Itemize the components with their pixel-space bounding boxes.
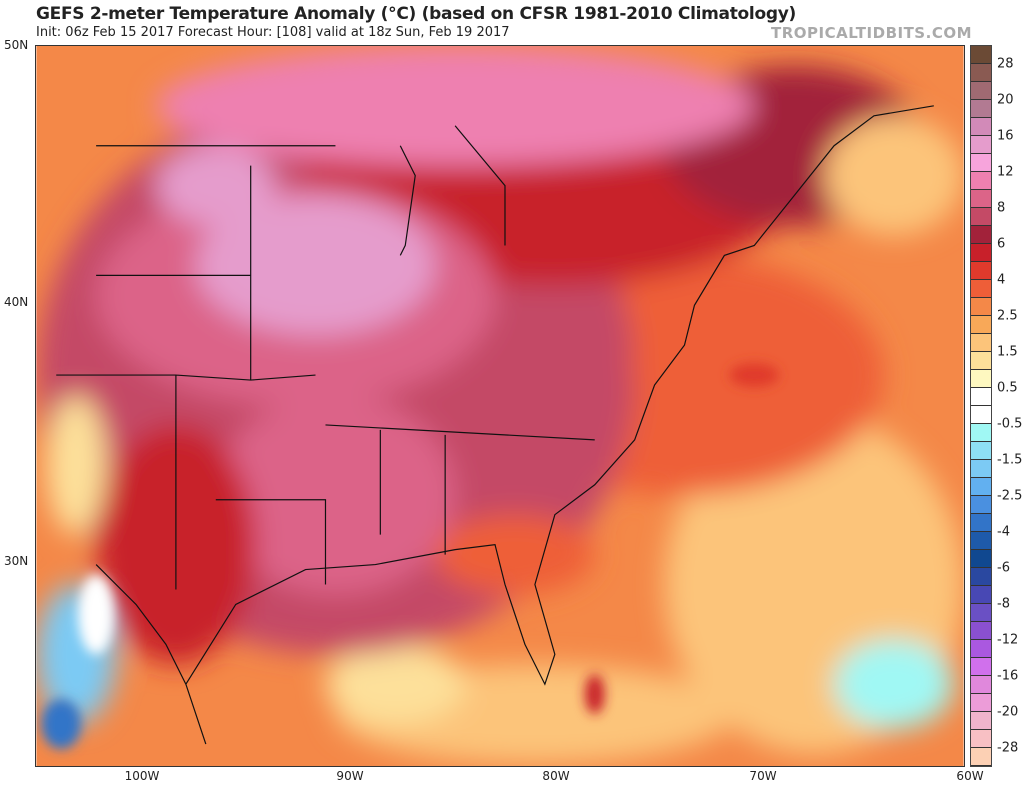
colorbar-swatch xyxy=(971,406,991,424)
colorbar-label: -2.5 xyxy=(997,488,1023,504)
colorbar-swatch xyxy=(971,388,991,406)
colorbar-swatch xyxy=(971,550,991,568)
colorbar-swatch xyxy=(971,46,991,64)
colorbar-swatch xyxy=(971,640,991,658)
colorbar-swatch xyxy=(971,100,991,118)
colorbar-label: 0.5 xyxy=(997,380,1018,396)
lat-label-30n: 30N xyxy=(4,554,29,568)
colorbar-swatch xyxy=(971,136,991,154)
colorbar-label: 1.5 xyxy=(997,344,1018,360)
lon-label-80w: 80W xyxy=(542,769,570,783)
colorbar-swatch xyxy=(971,208,991,226)
colorbar xyxy=(970,45,992,767)
colorbar-label: -16 xyxy=(997,668,1019,684)
colorbar-swatch xyxy=(971,262,991,280)
colorbar-swatch xyxy=(971,154,991,172)
colorbar-swatch xyxy=(971,334,991,352)
colorbar-swatch xyxy=(971,64,991,82)
lon-label-100w: 100W xyxy=(124,769,160,783)
colorbar-label: -4 xyxy=(997,524,1010,540)
colorbar-label: 4 xyxy=(997,272,1006,288)
colorbar-swatch xyxy=(971,586,991,604)
colorbar-swatch xyxy=(971,190,991,208)
colorbar-swatch xyxy=(971,712,991,730)
colorbar-swatch xyxy=(971,280,991,298)
colorbar-swatch xyxy=(971,532,991,550)
colorbar-swatch xyxy=(971,676,991,694)
colorbar-swatch xyxy=(971,442,991,460)
colorbar-swatch xyxy=(971,370,991,388)
colorbar-swatch xyxy=(971,694,991,712)
colorbar-swatch xyxy=(971,226,991,244)
lon-label-90w: 90W xyxy=(336,769,364,783)
map-canvas xyxy=(36,46,964,766)
lon-label-60w: 60W xyxy=(956,769,984,783)
colorbar-label: -1.5 xyxy=(997,452,1023,468)
colorbar-swatch xyxy=(971,172,991,190)
lat-label-50n: 50N xyxy=(4,38,29,52)
lat-label-40n: 40N xyxy=(4,295,29,309)
colorbar-swatch xyxy=(971,298,991,316)
colorbar-label: -8 xyxy=(997,596,1010,612)
colorbar-swatch xyxy=(971,604,991,622)
colorbar-label: 12 xyxy=(997,164,1014,180)
colorbar-label: 20 xyxy=(997,92,1014,108)
colorbar-swatch xyxy=(971,568,991,586)
colorbar-swatch xyxy=(971,730,991,748)
colorbar-swatch xyxy=(971,352,991,370)
colorbar-label: 6 xyxy=(997,236,1006,252)
colorbar-swatch xyxy=(971,82,991,100)
colorbar-label: -6 xyxy=(997,560,1010,576)
colorbar-label: 16 xyxy=(997,128,1014,144)
colorbar-label: 28 xyxy=(997,56,1014,72)
colorbar-label: -28 xyxy=(997,740,1019,756)
colorbar-swatch xyxy=(971,658,991,676)
colorbar-label: 2.5 xyxy=(997,308,1018,324)
colorbar-swatch xyxy=(971,622,991,640)
colorbar-swatch xyxy=(971,316,991,334)
colorbar-swatch xyxy=(971,244,991,262)
colorbar-label: -20 xyxy=(997,704,1019,720)
temperature-anomaly-map xyxy=(35,45,965,767)
colorbar-label: -0.5 xyxy=(997,416,1023,432)
colorbar-label: -12 xyxy=(997,632,1019,648)
colorbar-label: 8 xyxy=(997,200,1006,216)
colorbar-swatch xyxy=(971,496,991,514)
colorbar-swatch xyxy=(971,514,991,532)
colorbar-swatch xyxy=(971,748,991,766)
map-subtitle: Init: 06z Feb 15 2017 Forecast Hour: [10… xyxy=(36,25,510,40)
colorbar-swatch xyxy=(971,118,991,136)
map-title: GEFS 2-meter Temperature Anomaly (°C) (b… xyxy=(36,4,796,24)
colorbar-swatch xyxy=(971,424,991,442)
colorbar-swatch xyxy=(971,460,991,478)
colorbar-swatch xyxy=(971,478,991,496)
coastline-borders xyxy=(56,105,934,745)
brand-watermark: TROPICALTIDBITS.COM xyxy=(771,24,972,42)
lon-label-70w: 70W xyxy=(749,769,777,783)
